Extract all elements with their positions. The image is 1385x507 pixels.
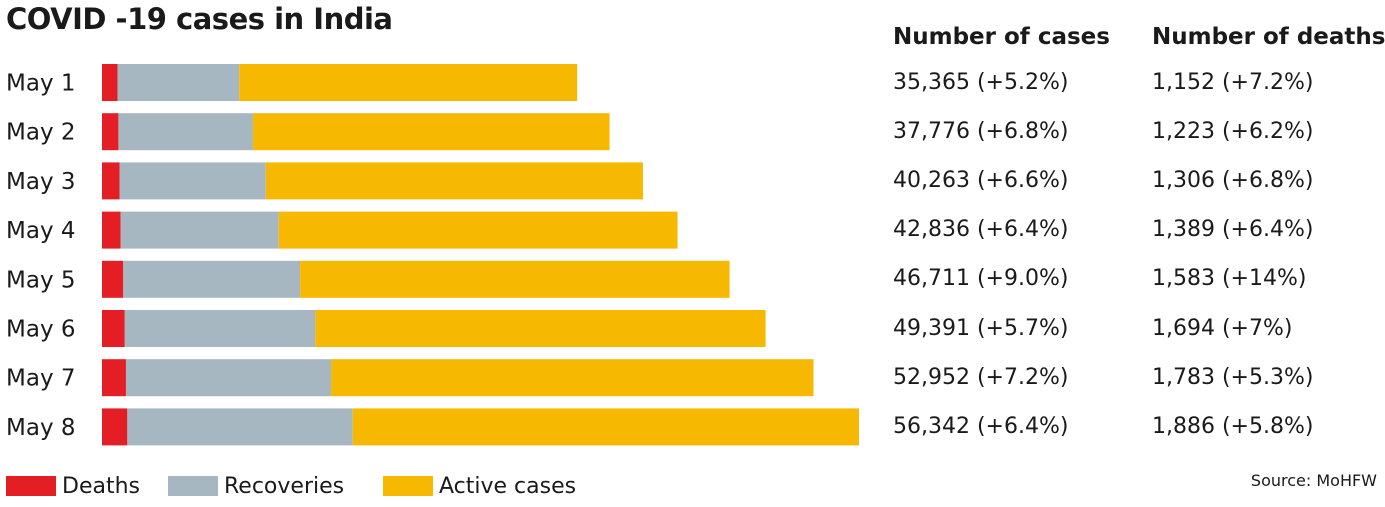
bar-segment-recoveries: [125, 359, 332, 397]
cases-cell: 40,263 (+6.6%): [893, 167, 1069, 193]
deaths-cell: 1,583 (+14%): [1152, 266, 1307, 292]
source-note: Source: MoHFW: [1250, 471, 1377, 490]
bar-segment-recoveries: [120, 211, 279, 249]
bar-segment-recoveries: [117, 64, 240, 101]
stacked-bar-chart: May 1 May 2 May 3 May 4 May 5 May 6 May 7 May 8: [6, 64, 859, 446]
bar-segment-deaths: [102, 113, 119, 151]
bar-segment-deaths: [102, 162, 120, 200]
bar-segment-active: [239, 64, 578, 101]
deaths-cell: 1,886 (+5.8%): [1152, 413, 1314, 439]
cases-column-header: Number of cases: [893, 24, 1110, 50]
cases-cell: 56,342 (+6.4%): [893, 413, 1069, 439]
deaths-column-header: Number of deaths: [1152, 24, 1385, 50]
bar-segment-active: [265, 162, 643, 200]
legend-swatch-active: [383, 476, 433, 496]
cases-cell: 35,365 (+5.2%): [893, 69, 1069, 95]
bar-segment-deaths: [102, 310, 125, 347]
deaths-cell: 1,152 (+7.2%): [1152, 69, 1314, 95]
legend-label-active: Active cases: [439, 474, 577, 499]
cases-cell: 49,391 (+5.7%): [893, 315, 1069, 341]
deaths-cell: 1,389 (+6.4%): [1152, 217, 1314, 243]
deaths-cell: 1,783 (+5.3%): [1152, 364, 1314, 390]
bar-segment-deaths: [102, 359, 126, 397]
category-label: May 1: [6, 71, 76, 97]
category-label: May 4: [6, 218, 76, 244]
deaths-cell: 1,223 (+6.2%): [1152, 118, 1314, 144]
legend-swatch-recoveries: [168, 476, 218, 496]
bar-segment-active: [315, 310, 766, 347]
bar-segment-recoveries: [123, 260, 301, 298]
bar-segment-active: [300, 260, 730, 298]
chart-title: COVID -19 cases in India: [6, 2, 393, 36]
legend-label-recoveries: Recoveries: [224, 474, 345, 499]
bar-segment-recoveries: [124, 310, 316, 347]
bar-segment-deaths: [102, 64, 118, 101]
bar-segment-recoveries: [119, 162, 266, 200]
legend-swatch-deaths: [6, 476, 56, 496]
bar-segment-recoveries: [127, 408, 353, 446]
category-label: May 6: [6, 317, 76, 343]
bar-segment-deaths: [102, 260, 124, 298]
category-label: May 2: [6, 120, 76, 146]
category-label: May 5: [6, 267, 76, 293]
legend-label-deaths: Deaths: [62, 474, 140, 499]
cases-cell: 46,711 (+9.0%): [893, 266, 1069, 292]
cases-cell: 37,776 (+6.8%): [893, 118, 1069, 144]
bar-segment-active: [352, 408, 859, 446]
cases-cell: 42,836 (+6.4%): [893, 217, 1069, 243]
bar-segment-active: [252, 113, 610, 151]
bar-segment-active: [331, 359, 814, 397]
deaths-cell: 1,306 (+6.8%): [1152, 167, 1314, 193]
cases-cell: 52,952 (+7.2%): [893, 364, 1069, 390]
bar-segment-deaths: [102, 408, 128, 446]
bar-segment-active: [278, 211, 678, 249]
deaths-cell: 1,694 (+7%): [1152, 315, 1293, 341]
bar-segment-deaths: [102, 211, 121, 249]
category-label: May 7: [6, 366, 76, 392]
category-label: May 8: [6, 415, 76, 441]
bar-segment-recoveries: [118, 113, 253, 151]
category-label: May 3: [6, 169, 76, 195]
